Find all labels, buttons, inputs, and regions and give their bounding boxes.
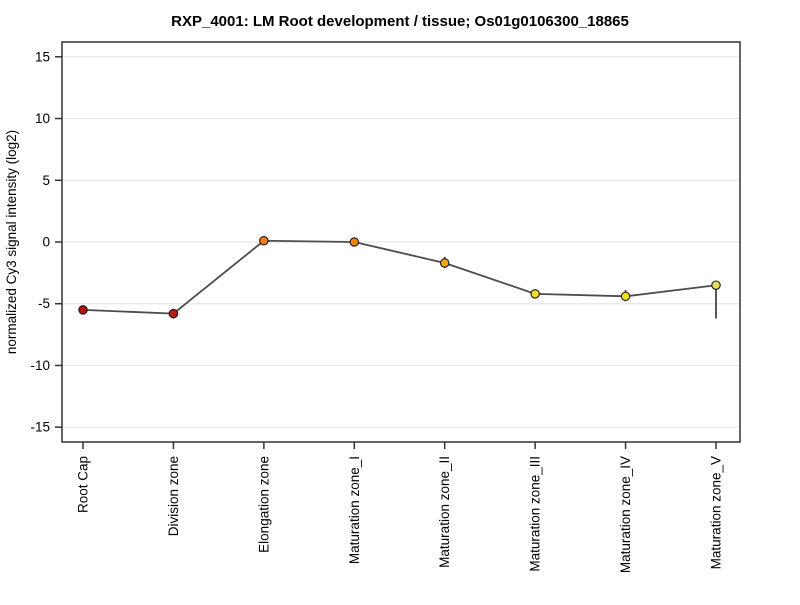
data-point bbox=[259, 236, 269, 246]
x-tick-label: Maturation zone_III bbox=[528, 456, 543, 572]
data-point bbox=[168, 308, 179, 319]
series-line bbox=[82, 239, 717, 315]
y-axis-label: normalized Cy3 signal intensity (log2) bbox=[4, 130, 19, 354]
data-point bbox=[711, 280, 721, 290]
x-tick-label: Root Cap bbox=[76, 456, 91, 513]
x-tick-label: Elongation zone bbox=[256, 456, 271, 553]
y-tick-label: 10 bbox=[35, 111, 50, 126]
y-tick-label: -15 bbox=[30, 420, 50, 435]
plot-area: -15 -10 -5 0 5 10 15 Root Cap Division zone Elong… bbox=[30, 41, 741, 573]
x-tick-label: Maturation zone_I bbox=[347, 456, 362, 564]
data-point bbox=[349, 237, 360, 247]
x-tick-label: Maturation zone_II bbox=[437, 456, 452, 568]
chart-title: RXP_4001: LM Root development / tissue; … bbox=[171, 13, 629, 30]
x-tick-label: Maturation zone_IV bbox=[618, 456, 633, 573]
data-point bbox=[530, 289, 540, 299]
data-point bbox=[439, 258, 450, 268]
y-tick-label: 15 bbox=[35, 49, 50, 64]
y-tick-label: 5 bbox=[42, 173, 50, 188]
x-tick-label: Division zone bbox=[166, 456, 181, 536]
x-tick-label: Maturation zone_V bbox=[709, 456, 724, 569]
y-tick-label: 0 bbox=[42, 235, 50, 250]
y-tick-label: -10 bbox=[30, 358, 50, 373]
data-point bbox=[620, 291, 631, 302]
data-point bbox=[78, 305, 88, 315]
y-tick-label: -5 bbox=[38, 296, 50, 311]
